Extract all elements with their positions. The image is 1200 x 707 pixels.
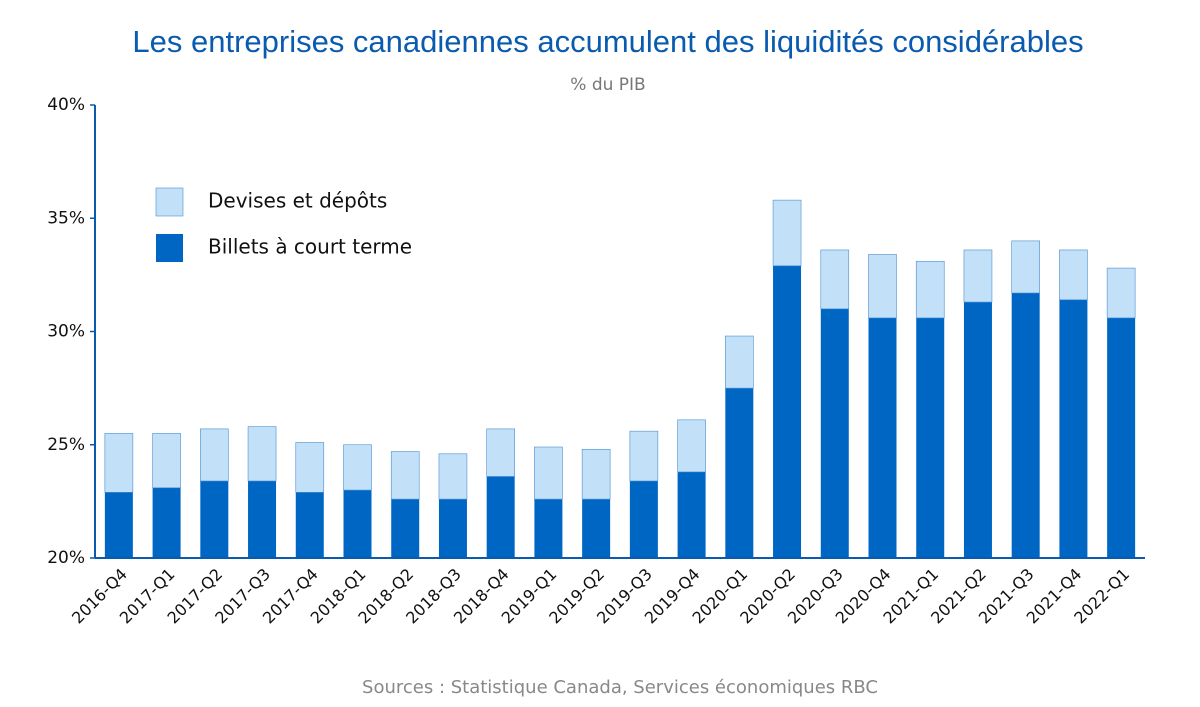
- bar-segment: [773, 265, 802, 558]
- legend-label: Devises et dépôts: [208, 189, 387, 213]
- bar-segment: [1059, 249, 1088, 301]
- y-tick-label: 25%: [47, 435, 85, 455]
- bar-segment: [1107, 317, 1136, 558]
- bar-segment: [152, 433, 181, 489]
- y-tick-label: 30%: [47, 322, 85, 342]
- legend-swatch: [155, 187, 184, 217]
- source-note: Sources : Statistique Canada, Services é…: [362, 677, 878, 698]
- bar-segment: [1106, 267, 1136, 319]
- bar-segment: [152, 487, 181, 558]
- bar-segment: [915, 260, 945, 319]
- bar-segment: [200, 480, 229, 558]
- bar-segment: [200, 428, 229, 482]
- bar-segment: [295, 442, 325, 493]
- bar-segment: [534, 446, 563, 500]
- bar-segment: [390, 451, 420, 500]
- bar-segment: [247, 426, 277, 482]
- bar-segment: [629, 480, 658, 558]
- bar-segment: [486, 428, 515, 477]
- bar-segment: [438, 453, 468, 500]
- bar-segment: [677, 471, 706, 558]
- bar-segment: [391, 499, 420, 558]
- bar-segment: [581, 448, 611, 500]
- bar-segment: [1059, 299, 1088, 558]
- legend-label: Billets à court terme: [208, 235, 412, 259]
- bar-segment: [629, 430, 659, 482]
- bar-segment: [916, 317, 945, 558]
- bar-segment: [963, 302, 992, 558]
- bar-segment: [868, 254, 897, 319]
- y-tick-label: 20%: [47, 548, 85, 568]
- bar-segment: [248, 480, 277, 558]
- bar-segment: [343, 490, 372, 558]
- bar-segment: [104, 492, 133, 558]
- bar-segment: [582, 499, 611, 558]
- y-tick-label: 35%: [47, 208, 85, 228]
- bar-segment: [486, 476, 515, 558]
- bar-segment: [1011, 292, 1040, 558]
- bar-segment: [820, 249, 850, 310]
- chart-subtitle: % du PIB: [570, 75, 645, 95]
- legend-swatch: [156, 234, 183, 262]
- bar-segment: [772, 199, 802, 267]
- bar-segment: [295, 492, 324, 558]
- bar-segment: [343, 444, 372, 491]
- bar-segment: [820, 308, 849, 558]
- bar-segment: [104, 433, 134, 493]
- bar-segment: [677, 419, 706, 473]
- bar-segment: [963, 249, 993, 303]
- bar-segment: [534, 499, 563, 558]
- bar-segment: [438, 499, 467, 558]
- bar-segment: [725, 335, 754, 389]
- bar-segment: [1011, 240, 1040, 294]
- y-tick-label: 40%: [47, 95, 85, 115]
- bar-segment: [725, 388, 754, 558]
- chart-title: Les entreprises canadiennes accumulent d…: [132, 24, 1083, 59]
- bar-segment: [868, 317, 897, 558]
